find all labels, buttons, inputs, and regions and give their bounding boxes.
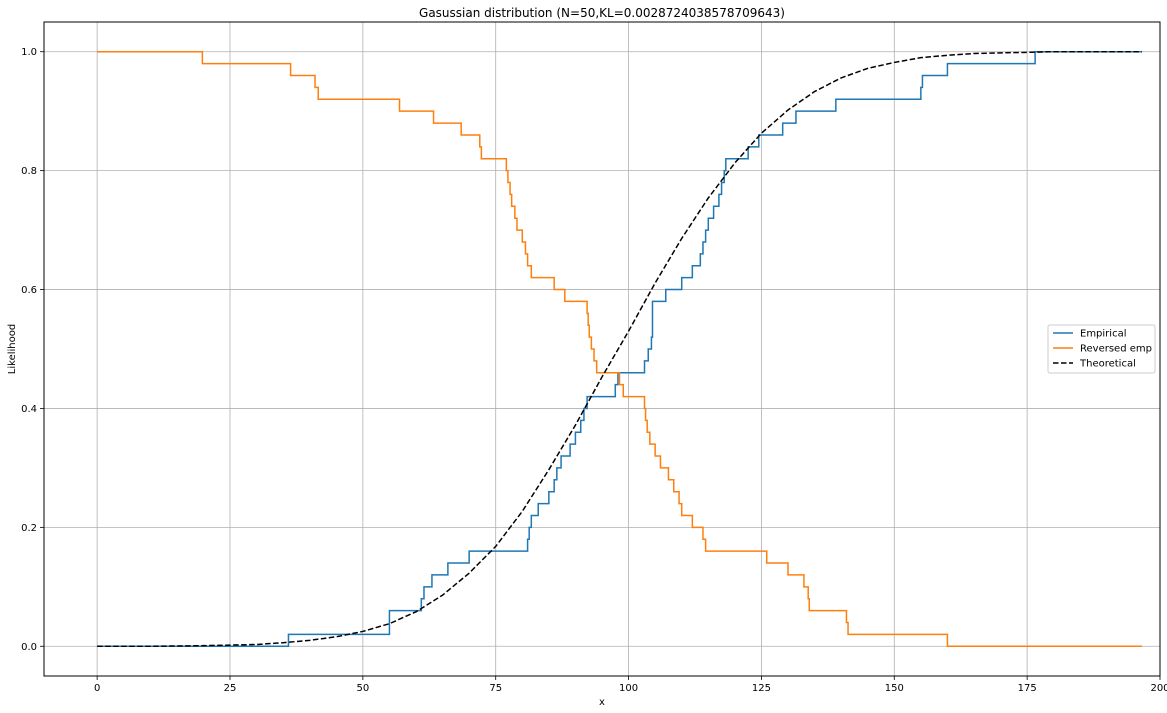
legend-label-theoretical: Theoretical bbox=[1079, 359, 1136, 370]
y-tick-label: 0.8 bbox=[21, 166, 37, 177]
legend-label-empirical: Empirical bbox=[1080, 329, 1126, 340]
theoretical-series-line bbox=[97, 50, 1142, 648]
x-tick-label: 50 bbox=[356, 683, 369, 694]
x-axis-label: x bbox=[599, 697, 605, 708]
y-tick-label: 0.2 bbox=[21, 523, 37, 534]
plot-series bbox=[97, 50, 1142, 648]
x-axis-ticks: 0 25 50 75 100 125 150 175 200 bbox=[94, 676, 1167, 694]
legend-box bbox=[1047, 324, 1156, 374]
x-tick-label: 25 bbox=[224, 683, 237, 694]
plot-frame bbox=[43, 21, 1161, 677]
y-axis-label: Likelihood bbox=[7, 324, 18, 374]
grid bbox=[44, 22, 1161, 676]
x-tick-label: 125 bbox=[752, 683, 771, 694]
legend: Empirical Reversed emp Theoretical bbox=[1047, 324, 1156, 374]
y-axis-ticks: 0.0 0.2 0.4 0.6 0.8 1.0 bbox=[21, 47, 44, 653]
y-tick-label: 0.0 bbox=[21, 642, 37, 653]
reversed-emp-series-line bbox=[97, 50, 1142, 648]
chart-title: Gasussian distribution (N=50,KL=0.002872… bbox=[419, 6, 785, 20]
x-tick-label: 175 bbox=[1018, 683, 1037, 694]
x-tick-label: 100 bbox=[619, 683, 638, 694]
x-tick-label: 150 bbox=[885, 683, 904, 694]
y-tick-label: 0.4 bbox=[21, 404, 37, 415]
x-tick-label: 200 bbox=[1150, 683, 1167, 694]
x-tick-label: 0 bbox=[94, 683, 100, 694]
y-tick-label: 0.6 bbox=[21, 285, 37, 296]
x-tick-label: 75 bbox=[489, 683, 502, 694]
y-tick-label: 1.0 bbox=[21, 47, 37, 58]
legend-label-reversed-emp: Reversed emp bbox=[1080, 344, 1152, 355]
empirical-series-line bbox=[97, 50, 1142, 648]
